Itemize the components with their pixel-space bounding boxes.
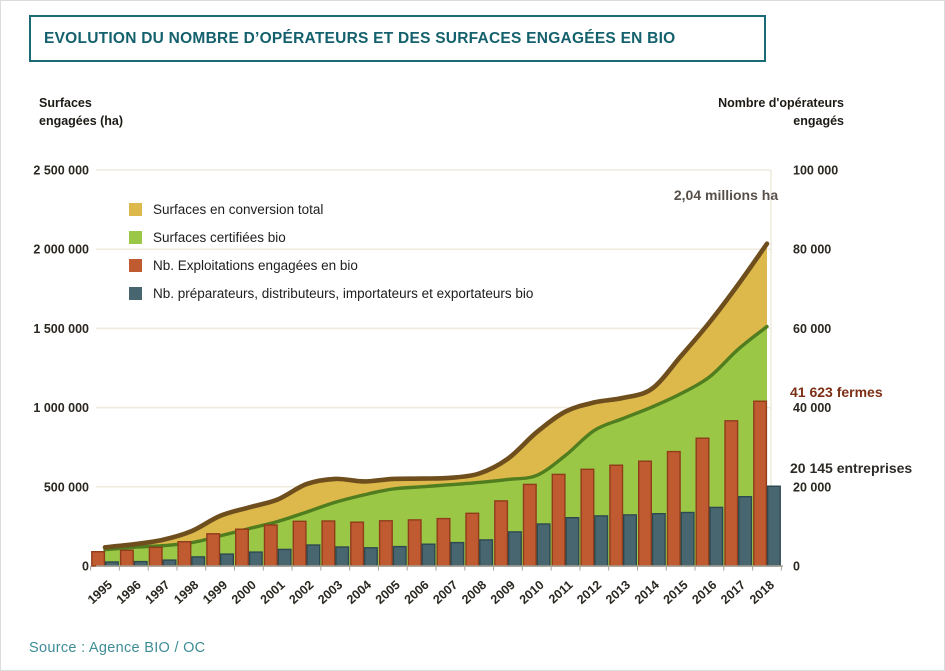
svg-text:80 000: 80 000	[793, 243, 831, 257]
farms-swatch-icon	[129, 258, 142, 272]
farms-count-annotation: 41 623 fermes	[790, 384, 883, 400]
svg-text:1998: 1998	[171, 578, 201, 607]
svg-text:2016: 2016	[689, 578, 719, 607]
svg-text:2014: 2014	[632, 578, 662, 607]
svg-text:1997: 1997	[143, 578, 173, 607]
peak-surface-annotation: 2,04 millions ha	[673, 187, 779, 203]
certified-swatch-icon	[129, 230, 142, 244]
legend-item-certified: Surfaces certifiées bio	[129, 223, 533, 251]
svg-text:1995: 1995	[85, 578, 115, 607]
legend-item-companies: Nb. préparateurs, distributeurs, importa…	[129, 279, 533, 307]
svg-text:20 000: 20 000	[793, 480, 831, 494]
svg-text:500 000: 500 000	[44, 480, 89, 494]
svg-text:2000: 2000	[229, 578, 259, 607]
svg-text:2006: 2006	[402, 578, 432, 607]
svg-text:60 000: 60 000	[793, 322, 831, 336]
svg-text:1 000 000: 1 000 000	[33, 401, 89, 415]
page-title: EVOLUTION DU NOMBRE D’OPÉRATEURS ET DES …	[44, 29, 676, 47]
chart-legend: Surfaces en conversion total Surfaces ce…	[129, 195, 533, 307]
svg-text:40 000: 40 000	[793, 401, 831, 415]
conversion-swatch-icon	[129, 202, 142, 216]
svg-text:2003: 2003	[315, 578, 345, 607]
svg-text:100 000: 100 000	[793, 164, 838, 178]
svg-text:2009: 2009	[488, 578, 518, 607]
svg-text:2007: 2007	[430, 578, 460, 607]
svg-text:2010: 2010	[517, 578, 547, 607]
svg-text:2017: 2017	[718, 578, 748, 607]
legend-label: Nb. préparateurs, distributeurs, importa…	[153, 285, 534, 301]
svg-text:2 000 000: 2 000 000	[33, 243, 89, 257]
source-text: Source : Agence BIO / OC	[29, 640, 206, 656]
companies-swatch-icon	[129, 286, 142, 300]
svg-text:2013: 2013	[603, 578, 633, 607]
svg-text:2015: 2015	[661, 578, 691, 607]
svg-text:2001: 2001	[258, 578, 288, 607]
legend-item-conversion: Surfaces en conversion total	[129, 195, 533, 223]
svg-text:1999: 1999	[200, 578, 230, 607]
svg-text:0: 0	[82, 560, 89, 574]
svg-text:2002: 2002	[286, 578, 316, 607]
svg-text:2 500 000: 2 500 000	[33, 164, 89, 178]
svg-text:2004: 2004	[344, 578, 374, 607]
title-box: EVOLUTION DU NOMBRE D’OPÉRATEURS ET DES …	[29, 15, 766, 62]
legend-label: Nb. Exploitations engagées en bio	[153, 257, 358, 273]
svg-text:2011: 2011	[546, 578, 576, 607]
left-axis-title: Surfaces engagées (ha)	[39, 96, 124, 129]
svg-text:0: 0	[793, 560, 800, 574]
svg-text:1996: 1996	[114, 578, 144, 607]
svg-text:2012: 2012	[574, 578, 604, 607]
svg-text:1 500 000: 1 500 000	[33, 322, 89, 336]
svg-text:2008: 2008	[459, 578, 489, 607]
legend-item-farms: Nb. Exploitations engagées en bio	[129, 251, 533, 279]
legend-label: Surfaces certifiées bio	[153, 229, 286, 245]
svg-text:2005: 2005	[373, 578, 403, 607]
right-axis-title: Nombre d'opérateurs engagés	[718, 96, 844, 129]
legend-label: Surfaces en conversion total	[153, 201, 324, 217]
svg-text:2018: 2018	[747, 578, 777, 607]
companies-count-annotation: 20 145 entreprises	[790, 460, 913, 476]
